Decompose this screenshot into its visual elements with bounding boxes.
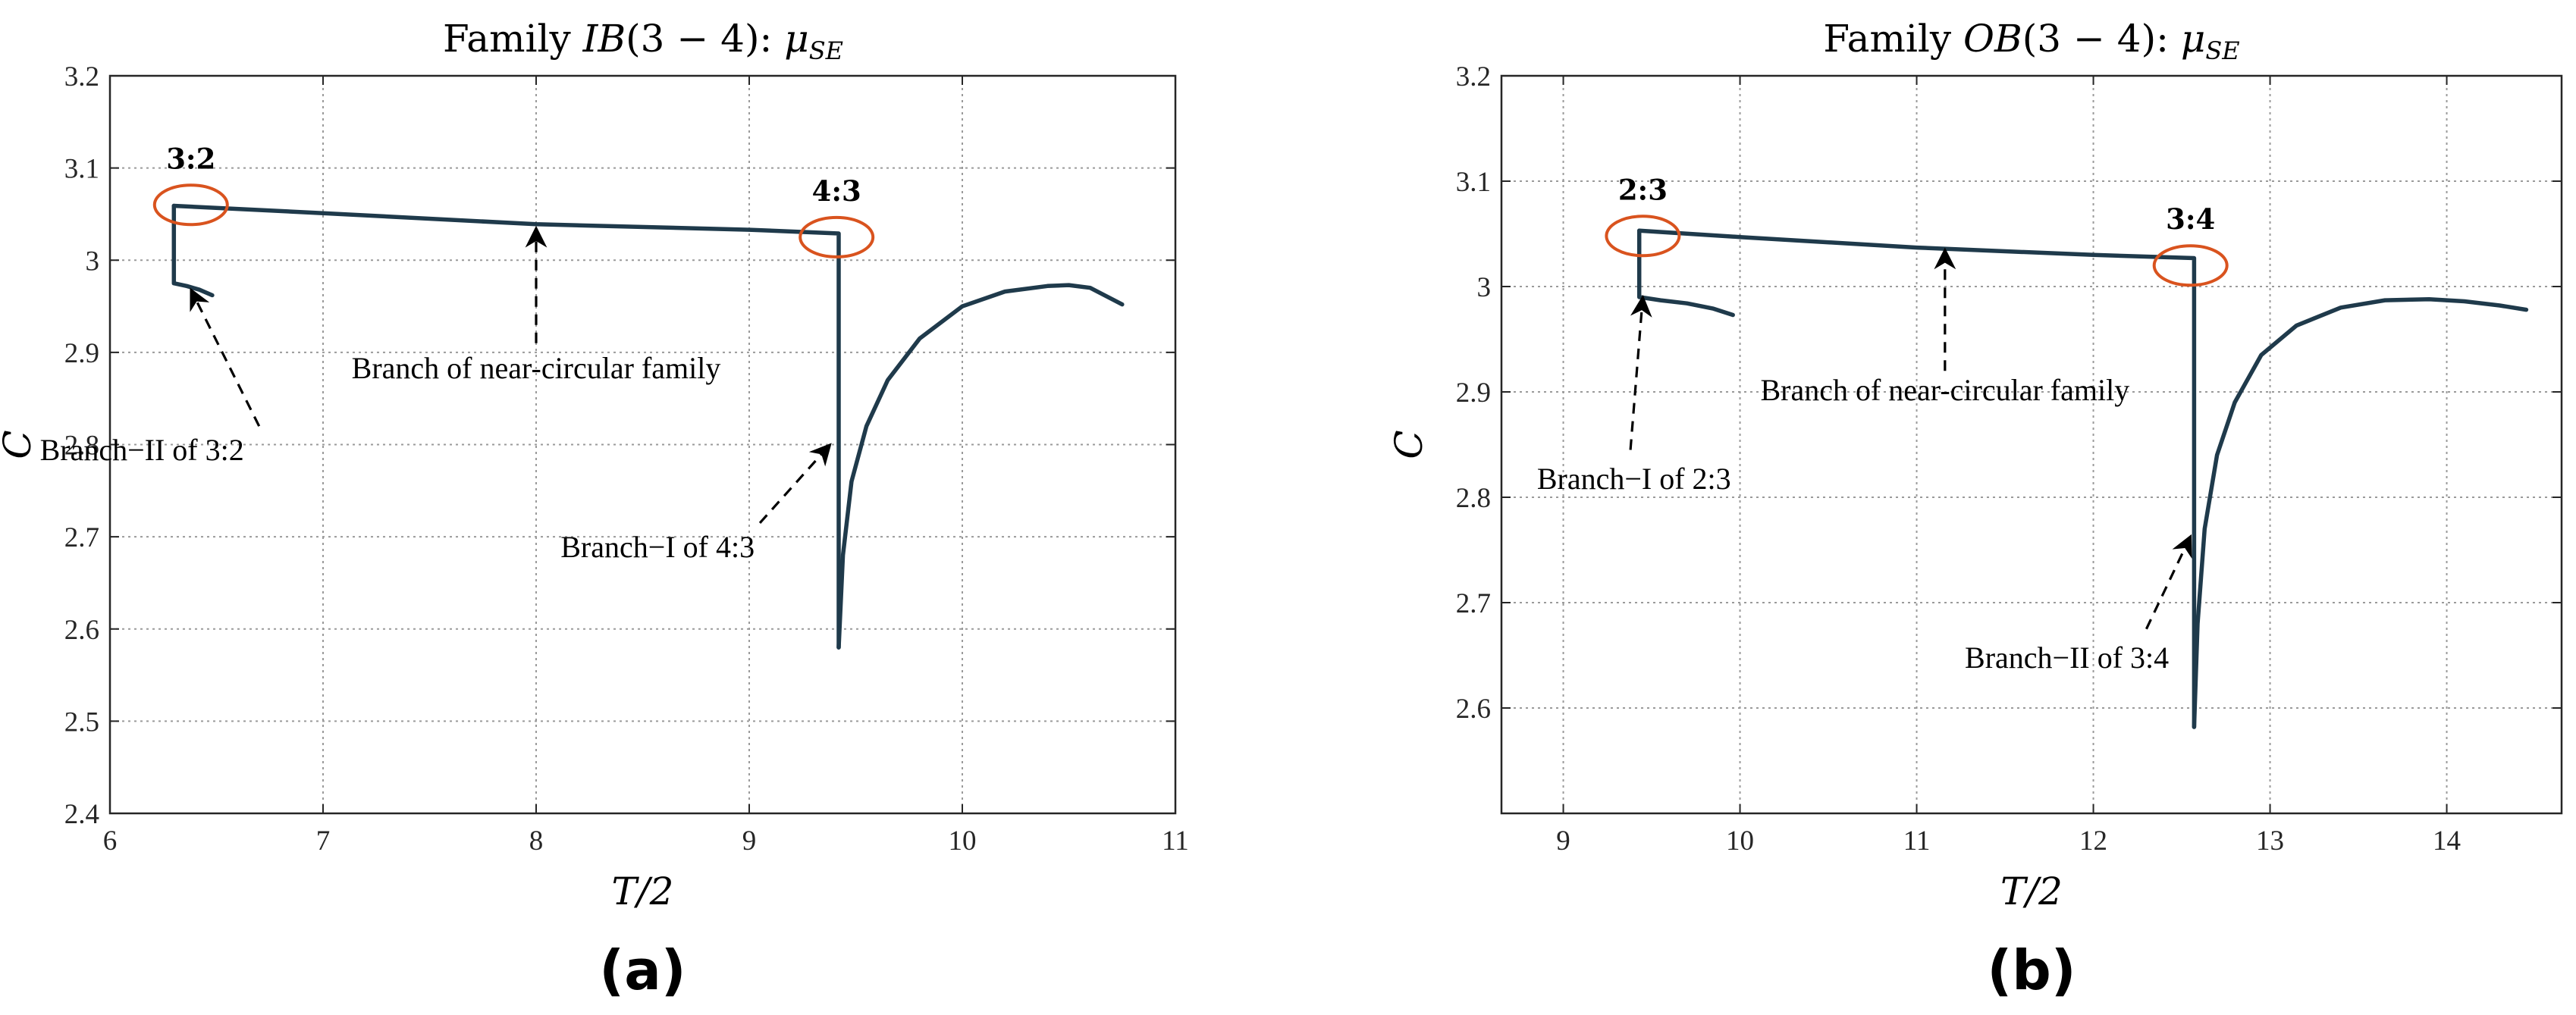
x-tick-label: 14 bbox=[2433, 825, 2461, 857]
y-tick-label: 3.1 bbox=[1456, 167, 1491, 198]
x-tick-label: 13 bbox=[2256, 825, 2284, 857]
title-family-code: IB bbox=[582, 17, 626, 61]
y-tick-label: 3 bbox=[86, 246, 100, 277]
resonance-label: 3:4 bbox=[2166, 202, 2215, 236]
series-line-2 bbox=[171, 203, 841, 650]
annotation-arrow bbox=[758, 443, 832, 524]
resonance-label: 3:2 bbox=[166, 142, 215, 175]
y-tick-label: 2.9 bbox=[1456, 377, 1491, 409]
title-subscript: SE bbox=[809, 36, 843, 65]
series-line-1 bbox=[1636, 228, 1735, 318]
y-tick-label: 3.1 bbox=[64, 154, 99, 185]
annotation-text: Branch−I of 4:3 bbox=[560, 530, 755, 564]
x-tick-label: 12 bbox=[2079, 825, 2107, 857]
annotation-text: Branch−II of 3:2 bbox=[40, 433, 244, 467]
x-tick-label: 8 bbox=[529, 825, 544, 857]
resonance-marker-circle bbox=[799, 215, 875, 258]
panel-label: (a) bbox=[599, 938, 686, 1002]
y-tick-label: 2.6 bbox=[64, 615, 99, 646]
y-axis-label: C bbox=[0, 430, 39, 459]
x-tick-label: 11 bbox=[1903, 825, 1931, 857]
title-family-code: OB bbox=[1963, 17, 2022, 61]
annotation-text: Branch of near-circular family bbox=[352, 351, 721, 385]
x-tick-label: 6 bbox=[103, 825, 118, 857]
series-line-2 bbox=[1636, 228, 2197, 729]
annotation-arrow bbox=[190, 287, 261, 427]
annotation-arrow bbox=[1629, 295, 1652, 450]
title-range: (3 − 4): bbox=[2022, 17, 2181, 61]
annotation-text: Branch of near-circular family bbox=[1760, 373, 2129, 407]
resonance-label: 4:3 bbox=[812, 174, 861, 208]
annotation-text: Branch−I of 2:3 bbox=[1537, 462, 1731, 496]
title-subscript: SE bbox=[2205, 36, 2239, 65]
title-mu: μ bbox=[784, 17, 809, 61]
title-mu: μ bbox=[2181, 17, 2206, 61]
x-tick-label: 9 bbox=[742, 825, 757, 857]
x-tick-label: 7 bbox=[316, 825, 331, 857]
x-tick-label: 9 bbox=[1556, 825, 1570, 857]
y-tick-label: 2.7 bbox=[64, 522, 99, 553]
x-tick-label: 11 bbox=[1162, 825, 1189, 857]
resonance-marker-circle bbox=[2152, 244, 2229, 287]
y-tick-label: 2.6 bbox=[1456, 694, 1491, 725]
y-tick-label: 2.7 bbox=[1456, 588, 1491, 619]
chart-title: Family IB(3 − 4): μSE bbox=[443, 17, 843, 65]
series-line-3 bbox=[2192, 296, 2529, 729]
y-tick-label: 3 bbox=[1477, 272, 1492, 303]
series-line-1 bbox=[171, 203, 215, 298]
resonance-label: 2:3 bbox=[1618, 173, 1668, 206]
chart-panel-b: 9 10 11 12 13 14 2.6 2.7 2.8 2.9 3 3.1 3.2 2:3 3:4 Bran… bbox=[1387, 17, 2563, 1002]
resonance-marker-circle bbox=[152, 183, 229, 227]
plot-frame bbox=[1500, 74, 2563, 815]
resonance-marker-circle bbox=[1605, 215, 1681, 258]
panel-label: (b) bbox=[1987, 938, 2076, 1002]
y-tick-label: 2.8 bbox=[64, 431, 99, 462]
x-tick-label: 10 bbox=[949, 825, 977, 857]
y-tick-label: 2.5 bbox=[64, 706, 99, 738]
annotation-text: Branch−II of 3:4 bbox=[1965, 641, 2169, 675]
y-axis-label: C bbox=[1387, 430, 1431, 459]
chart-panel-a: 6 7 8 9 10 11 2.4 2.5 2.6 2.7 2.8 2.9 3 3.1 3.2 3:2 4:3 B… bbox=[0, 17, 1189, 1002]
title-word: Family bbox=[1823, 17, 1963, 61]
annotation-arrow bbox=[2145, 534, 2192, 630]
y-tick-label: 2.4 bbox=[64, 799, 99, 830]
y-tick-label: 3.2 bbox=[64, 61, 99, 92]
x-axis-label: T/2 bbox=[2000, 869, 2063, 913]
y-tick-label: 3.2 bbox=[1456, 61, 1491, 92]
y-tick-label: 2.8 bbox=[1456, 483, 1491, 514]
chart-title: Family OB(3 − 4): μSE bbox=[1823, 17, 2239, 65]
x-tick-label: 10 bbox=[1726, 825, 1754, 857]
y-tick-label: 2.9 bbox=[64, 338, 99, 369]
title-range: (3 − 4): bbox=[626, 17, 784, 61]
series-line-3 bbox=[836, 283, 1125, 650]
x-axis-label: T/2 bbox=[611, 869, 673, 913]
title-word: Family bbox=[443, 17, 583, 61]
